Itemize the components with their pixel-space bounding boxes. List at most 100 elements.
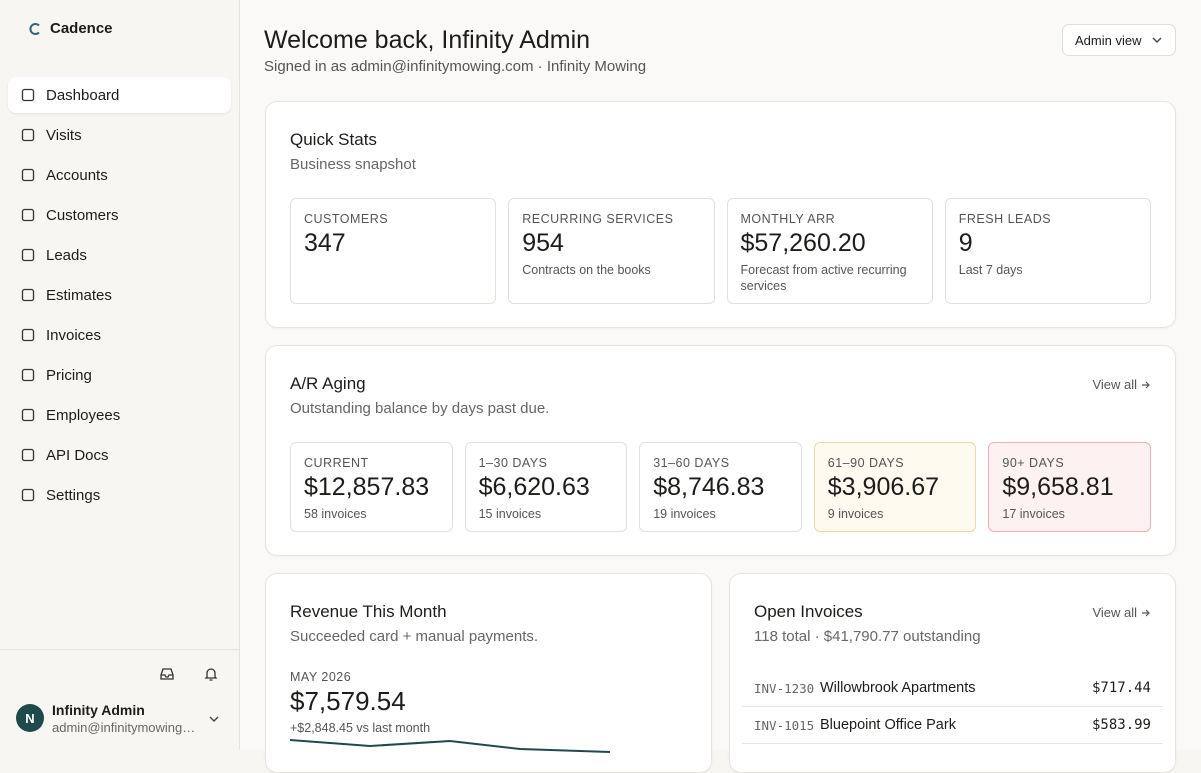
tile-label: 90+ DAYS (1002, 456, 1065, 470)
brand-logo (29, 22, 40, 35)
nav-item[interactable]: Employees (8, 397, 231, 433)
nav-label: Customers (46, 206, 119, 224)
user-panel: N Infinity Admin admin@infinitymowing.co… (0, 649, 239, 750)
view-label: Admin view (1075, 32, 1142, 48)
arrow (1142, 609, 1150, 616)
view-select[interactable]: Admin view (1062, 24, 1176, 56)
tile-value: $9,658.81 (1002, 473, 1114, 501)
tile-label: 61–90 DAYS (827, 456, 905, 470)
sidebar: Cadence Dashboard Visits Accounts Customers… (0, 0, 240, 750)
tile-label: RECURRING SERVICES (522, 212, 674, 226)
aging-tiles: CURRENT $12,857.83 58 invoices 1–30 DAYS $6,… (290, 442, 1151, 532)
nav-icon (21, 208, 35, 222)
user-email: admin@infinitymowing.com (52, 720, 198, 735)
inbox-icon[interactable] (159, 666, 175, 682)
revenue-change: +$2,848.45 vs last month (290, 721, 431, 735)
main: Welcome back, Infinity Admin Signed in a… (240, 0, 1201, 773)
avatar[interactable]: N (16, 704, 44, 732)
invoice-customer: Bluepoint Office Park (820, 717, 956, 733)
brand[interactable]: Cadence (28, 20, 113, 37)
tile-note: 58 invoices (304, 507, 367, 521)
nav-item[interactable]: Customers (8, 197, 231, 233)
invoice-customer: Willowbrook Apartments (820, 680, 976, 696)
card-title: Quick Stats (290, 130, 377, 149)
tile-value: 9 (958, 229, 973, 257)
view-all-link[interactable]: View all (1092, 377, 1151, 392)
page-subtitle: Signed in as admin@infinitymowing.com · … (264, 58, 647, 75)
nav-icon (21, 408, 35, 422)
brand-name: Cadence (50, 20, 113, 37)
tile-note: Contracts on the books (522, 263, 651, 277)
view-all-link[interactable]: View all (1092, 605, 1151, 620)
nav-label: Estimates (46, 286, 112, 304)
invoice-row[interactable]: INV-1230 Willowbrook Apartments $717.44 (742, 670, 1163, 707)
tile-value: 347 (304, 229, 346, 257)
stat-tile: 90+ DAYS $9,658.81 17 invoices (988, 442, 1151, 532)
card-subtitle: 118 total · $41,790.77 outstanding (754, 628, 981, 645)
tile-label: MONTHLY ARR (740, 212, 836, 226)
nav-icon (21, 248, 35, 262)
nav-item[interactable]: Invoices (8, 317, 231, 353)
tile-label: CUSTOMERS (304, 212, 389, 226)
nav-item[interactable]: API Docs (8, 437, 231, 473)
tile-label: CURRENT (304, 456, 369, 470)
revenue-amount: $7,579.54 (290, 686, 406, 716)
quick-stats-card: Quick Stats Business snapshot CUSTOMERS 3… (265, 101, 1176, 328)
nav-item[interactable]: Leads (8, 237, 231, 273)
invoice-amount: $583.99 (1091, 717, 1151, 733)
nav-label: API Docs (46, 446, 109, 464)
tile-label: 31–60 DAYS (653, 456, 730, 470)
tile-label: 1–30 DAYS (478, 456, 548, 470)
nav-icon (21, 368, 35, 382)
tile-note: Last 7 days (958, 263, 1023, 277)
nav-item[interactable]: Pricing (8, 357, 231, 393)
tile-value: $57,260.20 (740, 229, 866, 257)
stat-tile: 61–90 DAYS $3,906.67 9 invoices (813, 442, 977, 532)
card-title: Revenue This Month (290, 602, 447, 621)
tile-value: $12,857.83 (304, 473, 430, 501)
invoice-amount: $717.44 (1091, 680, 1151, 696)
tile-note: 17 invoices (1002, 507, 1065, 521)
tile-note: 19 invoices (653, 507, 716, 521)
nav-item[interactable]: Estimates (8, 277, 231, 313)
stat-tiles: CUSTOMERS 347 RECURRING SERVICES 954 Contrac… (290, 198, 1151, 304)
tile-value: $6,620.63 (478, 473, 590, 501)
invoice-id: INV-1015 (754, 717, 815, 733)
card-title: A/R Aging (290, 374, 366, 393)
invoice-id: INV-1230 (754, 680, 815, 696)
card-subtitle: Outstanding balance by days past due. (290, 400, 550, 417)
tile-note: Forecast from active recurring services (740, 263, 907, 293)
open-invoices-card: Open Invoices 118 total · $41,790.77 out… (729, 573, 1176, 773)
card-subtitle: Business snapshot (290, 156, 416, 173)
stat-tile: 31–60 DAYS $8,746.83 19 invoices (639, 442, 802, 532)
page-title: Welcome back, Infinity Admin (264, 26, 591, 54)
nav-label: Invoices (46, 326, 102, 344)
nav: Dashboard Visits Accounts Customers Leads Est… (8, 77, 231, 517)
nav-label: Visits (46, 126, 82, 144)
nav-item[interactable]: Dashboard (8, 77, 231, 113)
nav-item[interactable]: Accounts (8, 157, 231, 193)
nav-label: Pricing (46, 366, 92, 384)
tile-label: FRESH LEADS (958, 212, 1052, 226)
nav-label: Accounts (46, 166, 108, 184)
nav-icon (21, 448, 35, 462)
user-menu-chevron[interactable] (208, 713, 220, 725)
nav-item[interactable]: Visits (8, 117, 231, 153)
revenue-period: MAY 2026 (290, 670, 352, 684)
tile-note: 15 invoices (478, 507, 542, 521)
nav-label: Leads (46, 246, 87, 264)
tile-value: 954 (522, 229, 564, 257)
stat-tile: MONTHLY ARR $57,260.20 Forecast from activ… (726, 198, 933, 304)
stat-tile: FRESH LEADS 9 Last 7 days (944, 198, 1151, 304)
user-name: Infinity Admin (52, 702, 145, 718)
bell-icon[interactable] (203, 666, 219, 682)
stat-tile: 1–30 DAYS $6,620.63 15 invoices (464, 442, 628, 532)
revenue-sparkline (290, 739, 611, 753)
nav-icon (21, 128, 35, 142)
arrow (1142, 381, 1150, 388)
invoice-row[interactable]: INV-1015 Bluepoint Office Park $583.99 (742, 707, 1163, 744)
nav-icon (21, 168, 35, 182)
nav-item[interactable]: Settings (8, 477, 231, 513)
stat-tile: CUSTOMERS 347 (290, 198, 497, 304)
